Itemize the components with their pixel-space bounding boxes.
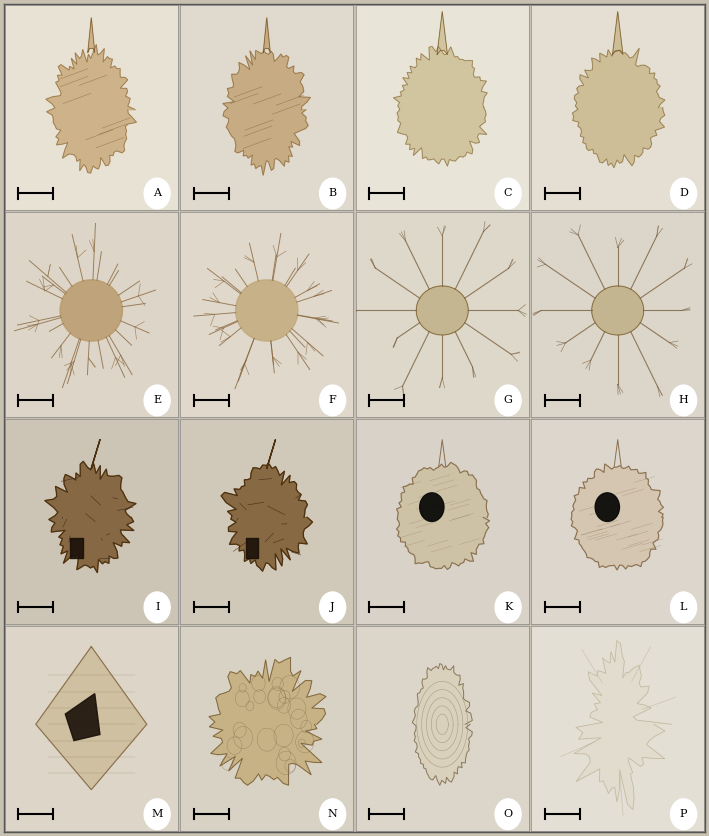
- Polygon shape: [88, 18, 95, 53]
- Text: L: L: [680, 602, 687, 612]
- Polygon shape: [60, 280, 123, 341]
- Polygon shape: [209, 657, 326, 785]
- Circle shape: [671, 592, 696, 623]
- Polygon shape: [393, 47, 487, 166]
- Circle shape: [495, 385, 521, 415]
- Polygon shape: [235, 280, 298, 341]
- Text: B: B: [328, 188, 337, 198]
- Text: A: A: [153, 188, 161, 198]
- Polygon shape: [574, 640, 672, 809]
- Text: D: D: [679, 188, 688, 198]
- Text: F: F: [329, 395, 337, 405]
- Circle shape: [420, 493, 444, 522]
- Circle shape: [144, 385, 170, 415]
- Polygon shape: [396, 462, 490, 569]
- Polygon shape: [592, 286, 644, 335]
- Text: J: J: [330, 602, 335, 612]
- Circle shape: [144, 799, 170, 829]
- Text: C: C: [504, 188, 513, 198]
- Polygon shape: [45, 461, 136, 573]
- Text: E: E: [153, 395, 161, 405]
- Polygon shape: [413, 664, 472, 785]
- Polygon shape: [221, 464, 313, 571]
- Polygon shape: [36, 646, 147, 790]
- Polygon shape: [572, 48, 665, 168]
- Text: K: K: [504, 602, 513, 612]
- Text: M: M: [152, 809, 163, 819]
- Polygon shape: [223, 50, 311, 176]
- Circle shape: [671, 385, 696, 415]
- Circle shape: [495, 592, 521, 623]
- Circle shape: [671, 799, 696, 829]
- Circle shape: [144, 592, 170, 623]
- Polygon shape: [571, 464, 664, 570]
- Circle shape: [320, 799, 345, 829]
- Circle shape: [671, 178, 696, 209]
- Text: O: O: [503, 809, 513, 819]
- Circle shape: [495, 799, 521, 829]
- Circle shape: [595, 493, 620, 522]
- Polygon shape: [65, 694, 100, 741]
- Circle shape: [495, 178, 521, 209]
- Circle shape: [320, 385, 345, 415]
- Polygon shape: [263, 18, 270, 53]
- Text: G: G: [503, 395, 513, 405]
- Circle shape: [144, 178, 170, 209]
- Polygon shape: [46, 44, 136, 173]
- Text: N: N: [328, 809, 337, 819]
- Text: H: H: [679, 395, 688, 405]
- Circle shape: [320, 178, 345, 209]
- Circle shape: [320, 592, 345, 623]
- Polygon shape: [437, 12, 447, 54]
- Text: I: I: [155, 602, 160, 612]
- Text: P: P: [680, 809, 687, 819]
- Polygon shape: [613, 12, 623, 54]
- Polygon shape: [416, 286, 468, 335]
